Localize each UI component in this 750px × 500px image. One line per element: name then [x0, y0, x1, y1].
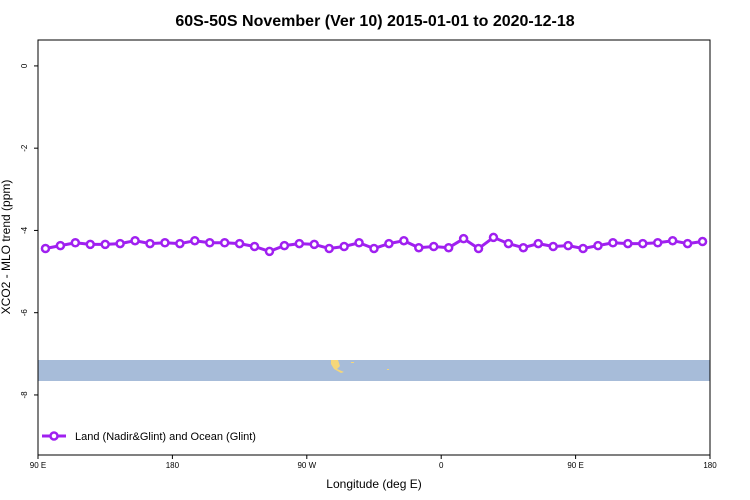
y-tick-label: -8	[20, 391, 29, 399]
data-point	[503, 238, 514, 249]
x-tick-label: 180	[703, 461, 717, 470]
data-point	[369, 243, 379, 254]
data-point	[652, 238, 663, 248]
data-point	[204, 238, 215, 248]
data-point	[130, 235, 140, 246]
map-strip	[38, 360, 710, 381]
data-point	[249, 241, 260, 252]
data-point	[623, 238, 633, 249]
x-tick-label: 90 W	[297, 461, 316, 470]
data-point	[55, 240, 66, 251]
land-patch	[387, 369, 389, 370]
data-point	[578, 243, 588, 254]
y-tick-label: -2	[20, 144, 29, 152]
data-point	[399, 235, 409, 246]
data-point	[682, 238, 693, 249]
ocean-band	[38, 360, 710, 381]
legend-label: Land (Nadir&Glint) and Ocean (Glint)	[75, 431, 256, 443]
plot-frame	[37, 39, 711, 456]
data-point	[443, 242, 454, 253]
data-point	[638, 238, 648, 249]
y-tick-label: -4	[20, 226, 29, 234]
data-point	[264, 246, 275, 257]
data-point	[548, 241, 558, 252]
data-point	[354, 238, 364, 248]
data-point	[563, 240, 573, 251]
data-point	[115, 238, 125, 249]
y-axis-title: XCO2 - MLO trend (ppm)	[0, 180, 13, 315]
data-point	[160, 238, 170, 248]
data-point	[309, 239, 320, 250]
data-point	[488, 232, 499, 243]
data-point	[85, 239, 96, 250]
data-point	[70, 238, 81, 248]
data-point	[697, 236, 708, 247]
data-point	[279, 240, 290, 251]
land-patch	[331, 360, 344, 373]
data-point	[608, 238, 618, 248]
data-point	[667, 235, 678, 246]
x-axis-title: Longitude (deg E)	[326, 477, 421, 491]
data-point	[384, 238, 394, 249]
data-point	[145, 238, 155, 249]
y-tick-label: -6	[20, 309, 29, 317]
data-point	[428, 241, 439, 252]
data-point	[175, 238, 185, 249]
data-point	[324, 243, 334, 254]
x-tick-label: 180	[166, 461, 180, 470]
data-point	[414, 242, 424, 253]
x-tick-label: 0	[439, 461, 444, 470]
land-patch	[351, 362, 354, 363]
data-point	[190, 235, 200, 246]
x-tick-label: 90 E	[567, 461, 583, 470]
legend-marker	[49, 431, 59, 441]
chart-title: 60S-50S November (Ver 10) 2015-01-01 to …	[175, 13, 574, 30]
data-point	[40, 243, 51, 254]
data-point	[294, 238, 305, 249]
data-point	[100, 239, 110, 250]
data-point	[458, 233, 469, 244]
data-point	[339, 241, 349, 252]
y-tick-label: 0	[20, 63, 29, 68]
data-point	[533, 238, 544, 249]
data-point	[219, 238, 230, 248]
data-point	[518, 242, 529, 253]
x-tick-label: 90 E	[30, 461, 46, 470]
data-point	[593, 240, 603, 251]
data-point	[234, 238, 245, 249]
data-point	[473, 243, 484, 254]
